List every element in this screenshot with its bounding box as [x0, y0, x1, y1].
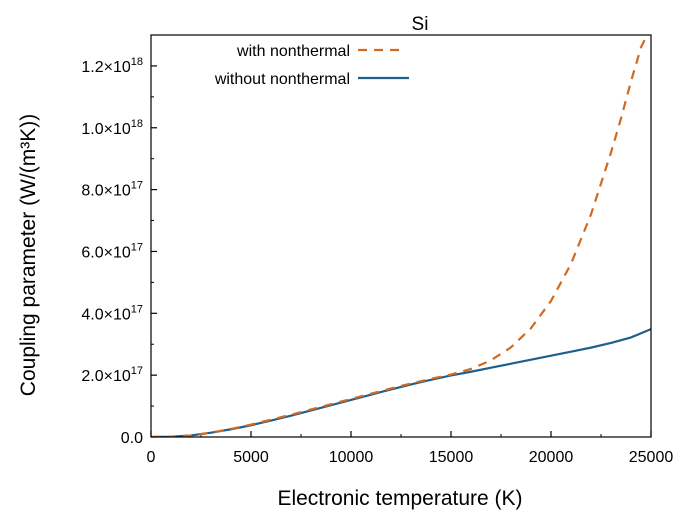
- x-axis-ticks: 0 5000 10000 15000 20000 25000: [147, 431, 674, 466]
- x-tick-label: 25000: [629, 449, 674, 466]
- legend-label-with-nonthermal: with nonthermal: [236, 43, 350, 60]
- legend-label-without-nonthermal: without nonthermal: [214, 71, 350, 88]
- x-axis-title: Electronic temperature (K): [277, 487, 522, 510]
- series-line-with-nonthermal: [151, 35, 648, 437]
- x-tick-label: 10000: [329, 449, 374, 466]
- y-tick-label: 8.0×1017: [81, 180, 143, 200]
- x-tick-label: 0: [147, 449, 156, 466]
- plot-frame: [150, 34, 652, 438]
- y-tick-label: 2.0×1017: [81, 365, 143, 385]
- y-tick-label: 6.0×1017: [81, 241, 143, 261]
- y-axis-ticks: 0.0 2.0×1017 4.0×1017 6.0×1017 8.0×1017 1.0×1…: [81, 56, 157, 447]
- chart-title: Si: [412, 14, 429, 35]
- series-line-without-nonthermal: [151, 328, 651, 437]
- y-tick-label: 0.0: [121, 430, 143, 447]
- x-tick-label: 5000: [233, 449, 269, 466]
- x-tick-label: 20000: [529, 449, 574, 466]
- plot-area: [151, 35, 651, 437]
- y-tick-label: 1.2×1018: [81, 56, 143, 76]
- y-tick-label: 4.0×1017: [81, 303, 143, 323]
- y-tick-label: 1.0×1018: [81, 118, 143, 138]
- x-tick-label: 15000: [429, 449, 474, 466]
- legend: with nonthermal without nonthermal: [214, 43, 409, 88]
- y-axis-title: Coupling parameter (W/(m³K)): [17, 114, 40, 396]
